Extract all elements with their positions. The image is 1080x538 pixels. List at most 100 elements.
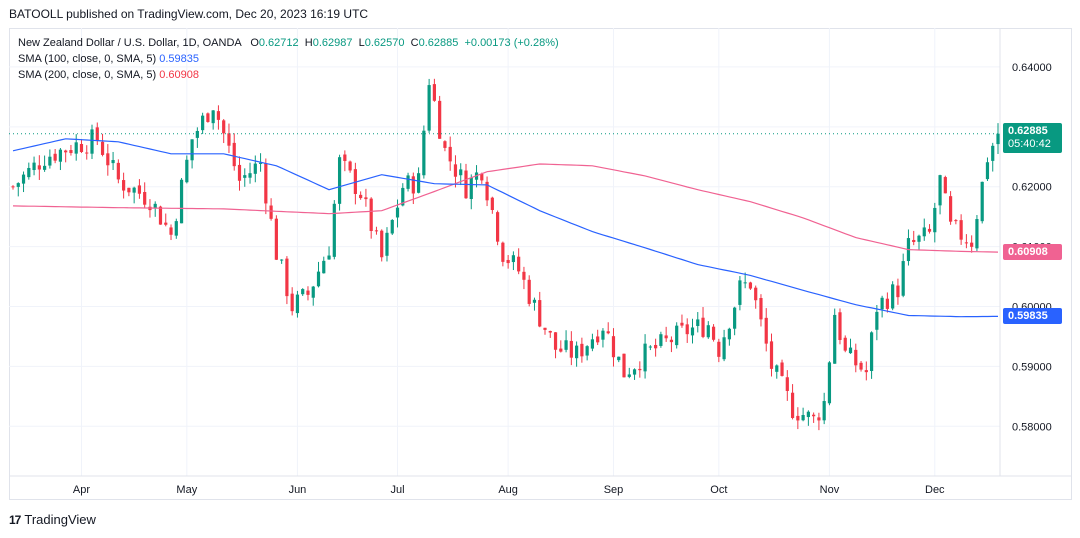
candle-body — [706, 325, 710, 338]
candle-body — [206, 113, 210, 122]
candle-body — [327, 255, 331, 260]
candle-body — [680, 322, 684, 326]
candle-body — [548, 330, 552, 333]
candle-body — [106, 153, 110, 166]
candle-body — [606, 331, 610, 334]
candle-body — [469, 177, 473, 200]
candle-body — [43, 165, 47, 170]
candle-body — [553, 332, 558, 350]
candle-body — [654, 344, 658, 349]
candle-body — [532, 299, 537, 303]
candle-body — [274, 218, 278, 260]
tradingview-logo[interactable]: 17 TradingView — [9, 512, 96, 527]
candle-body — [137, 185, 142, 194]
sma100-label[interactable]: SMA (100, close, 0, SMA, 5) — [18, 53, 157, 65]
candle-body — [854, 349, 858, 366]
sma200-label[interactable]: SMA (200, close, 0, SMA, 5) — [18, 69, 157, 81]
candle-body — [48, 156, 52, 166]
candle-body — [459, 169, 463, 176]
candle-body — [970, 242, 974, 247]
sma100-price-tag: 0.59835 — [1003, 307, 1062, 324]
chart-pane[interactable] — [9, 28, 1072, 500]
candle-body — [869, 332, 874, 371]
candle-body — [527, 279, 531, 304]
candle-body — [201, 115, 205, 131]
candle-body — [53, 153, 57, 161]
candle-body — [538, 300, 542, 327]
candle-body — [406, 175, 410, 189]
candle-body — [143, 191, 147, 205]
candle-body — [638, 368, 642, 371]
legend-sma100-row: SMA (100, close, 0, SMA, 5) 0.59835 — [18, 51, 559, 67]
candle-body — [659, 334, 663, 346]
candle-body — [611, 336, 616, 358]
candle-body — [301, 289, 305, 295]
candle-body — [116, 162, 120, 180]
x-tick-label: Oct — [710, 484, 727, 496]
candle-body — [622, 353, 626, 378]
candle-body — [506, 259, 510, 264]
candle-body — [843, 337, 847, 351]
candle-body — [801, 414, 805, 421]
candle-body — [443, 141, 447, 148]
candle-body — [390, 220, 394, 234]
candle-body — [596, 336, 600, 343]
sma200-value: 0.60908 — [159, 69, 199, 81]
candle-body — [495, 212, 500, 242]
candle-body — [353, 169, 357, 194]
candle-body — [901, 261, 905, 296]
candle-body — [253, 163, 257, 174]
candle-body — [711, 326, 716, 340]
candle-body — [359, 194, 363, 199]
candle-body — [690, 327, 695, 336]
candle-body — [501, 242, 505, 262]
legend-symbol-row: New Zealand Dollar / U.S. Dollar, 1D, OA… — [18, 35, 559, 51]
candle-body — [243, 175, 247, 178]
candle-body — [58, 149, 63, 162]
candle-body — [179, 179, 184, 224]
candle-body — [211, 110, 215, 124]
x-tick-label: Apr — [73, 484, 90, 496]
low-value: 0.62570 — [364, 37, 405, 49]
candle-body — [664, 335, 668, 339]
symbol-label[interactable]: New Zealand Dollar / U.S. Dollar, 1D, OA… — [18, 37, 242, 49]
low-label: L — [358, 37, 365, 49]
candle-body — [127, 187, 131, 193]
candle-body — [453, 164, 458, 177]
candle-body — [490, 197, 494, 211]
candle-body — [285, 258, 289, 297]
candle-body — [427, 85, 431, 131]
candle-body — [648, 346, 652, 348]
open-label: O — [250, 37, 259, 49]
candle-body — [264, 163, 268, 204]
candle-body — [332, 203, 336, 257]
candle-body — [185, 159, 189, 183]
candle-body — [237, 164, 242, 181]
candle-body — [675, 325, 679, 346]
close-label: C — [410, 37, 419, 49]
candle-body — [838, 312, 842, 340]
sma100-line — [12, 138, 998, 318]
candle-body — [880, 297, 884, 310]
candle-body — [785, 377, 789, 391]
candle-body — [738, 280, 742, 305]
candle-body — [280, 259, 284, 261]
chart-legend: New Zealand Dollar / U.S. Dollar, 1D, OA… — [18, 35, 559, 83]
candle-body — [480, 173, 484, 181]
sma200-price-tag: 0.60908 — [1003, 243, 1062, 260]
candle-body — [295, 294, 300, 314]
candle-body — [954, 220, 958, 222]
candle-body — [701, 317, 705, 337]
candle-body — [32, 162, 36, 171]
candle-body — [775, 365, 779, 372]
candle-body — [85, 152, 89, 154]
close-value: 0.62885 — [418, 37, 459, 49]
candle-body — [227, 133, 231, 146]
candle-body — [822, 401, 826, 421]
candle-body — [21, 174, 26, 184]
candle-body — [617, 356, 621, 361]
candle-body — [74, 142, 78, 154]
y-tick-label: 0.62000 — [1012, 182, 1052, 194]
candle-body — [16, 183, 20, 187]
y-tick-label: 0.64000 — [1012, 62, 1052, 74]
